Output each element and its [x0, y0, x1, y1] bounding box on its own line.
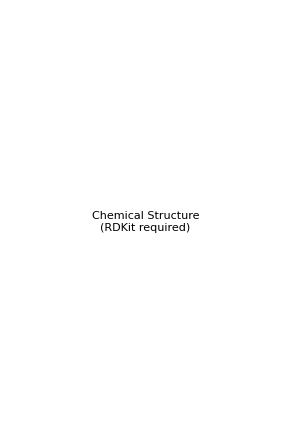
- Text: Chemical Structure
(RDKit required): Chemical Structure (RDKit required): [92, 211, 199, 233]
